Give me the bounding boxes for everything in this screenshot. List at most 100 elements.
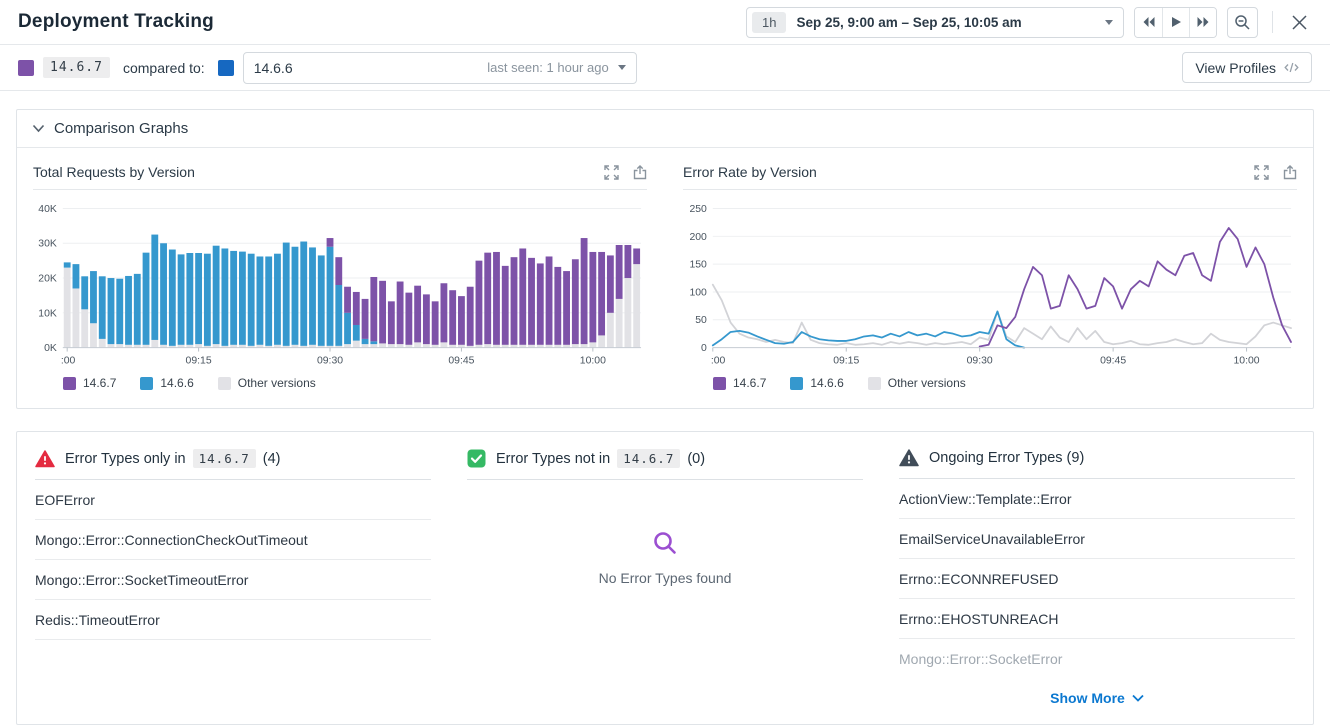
empty-state: No Error Types found <box>467 480 863 586</box>
svg-text:40K: 40K <box>38 204 57 215</box>
legend-item[interactable]: 14.6.6 <box>140 376 193 390</box>
export-chart-button[interactable] <box>1283 165 1297 180</box>
svg-text:200: 200 <box>689 232 707 243</box>
error-type-list: EOFErrorMongo::Error::ConnectionCheckOut… <box>35 480 431 640</box>
version-b-color-swatch <box>218 60 234 76</box>
chart-title: Total Requests by Version <box>33 164 195 180</box>
zoom-out-button[interactable] <box>1227 7 1258 38</box>
topbar-controls: 1h Sep 25, 9:00 am – Sep 25, 10:05 am <box>746 7 1312 38</box>
skip-forward-button[interactable] <box>1189 8 1216 37</box>
svg-text:0: 0 <box>701 343 707 354</box>
compare-version-select[interactable]: 14.6.6 last seen: 1 hour ago <box>243 52 637 84</box>
legend-label: 14.6.6 <box>160 376 193 390</box>
error-type-item-muted: Mongo::Error::SocketError <box>899 639 1295 678</box>
time-duration-chip: 1h <box>752 12 786 33</box>
legend-item[interactable]: 14.6.7 <box>63 376 116 390</box>
error-type-item[interactable]: Mongo::Error::SocketTimeoutError <box>35 560 431 600</box>
empty-message: No Error Types found <box>599 570 732 586</box>
comparison-graphs-panel: Comparison Graphs Total Requests by Vers… <box>16 109 1314 409</box>
svg-text:30K: 30K <box>38 239 57 250</box>
version-badge: 14.6.7 <box>193 449 256 468</box>
version-a-color-swatch <box>18 60 34 76</box>
close-button[interactable] <box>1287 10 1312 35</box>
chart-title: Error Rate by Version <box>683 164 817 180</box>
code-profile-icon <box>1284 61 1299 74</box>
compare-version-value: 14.6.6 <box>254 60 293 76</box>
chevron-down-icon <box>32 124 45 133</box>
legend-swatch <box>713 377 726 390</box>
expand-icon <box>1254 165 1269 180</box>
compare-bar: 14.6.7 compared to: 14.6.6 last seen: 1 … <box>0 45 1330 91</box>
last-seen-label: last seen: 1 hour ago <box>487 60 608 75</box>
svg-text:20K: 20K <box>38 274 57 285</box>
close-icon <box>1291 14 1308 31</box>
top-bar: Deployment Tracking 1h Sep 25, 9:00 am –… <box>0 0 1330 45</box>
err-title: Ongoing Error Types (9) <box>929 450 1084 466</box>
compared-to-label: compared to: <box>123 60 205 76</box>
skip-back-button[interactable] <box>1135 8 1162 37</box>
svg-text:09:15: 09:15 <box>833 355 859 366</box>
svg-text:100: 100 <box>689 287 707 298</box>
svg-text:10:00: 10:00 <box>1234 355 1260 366</box>
legend-swatch <box>63 377 76 390</box>
view-profiles-label: View Profiles <box>1195 60 1276 76</box>
legend-label: 14.6.6 <box>810 376 843 390</box>
svg-text:250: 250 <box>689 204 707 215</box>
expand-chart-button[interactable] <box>1254 165 1269 180</box>
error-type-item[interactable]: Mongo::Error::ConnectionCheckOutTimeout <box>35 520 431 560</box>
svg-text:09:30: 09:30 <box>317 355 343 366</box>
error-type-item[interactable]: EOFError <box>35 480 431 520</box>
export-chart-button[interactable] <box>633 165 647 180</box>
legend-item[interactable]: 14.6.7 <box>713 376 766 390</box>
chart-legend: 14.6.7 14.6.6 Other versions <box>63 376 647 390</box>
svg-text:09:30: 09:30 <box>967 355 993 366</box>
legend-label: Other versions <box>238 376 316 390</box>
legend-item[interactable]: Other versions <box>868 376 966 390</box>
expand-icon <box>604 165 619 180</box>
svg-text:09:15: 09:15 <box>186 355 212 366</box>
error-type-item[interactable]: Errno::ECONNREFUSED <box>899 559 1295 599</box>
page-title: Deployment Tracking <box>18 11 214 33</box>
zoom-out-icon <box>1234 14 1251 31</box>
svg-text:09:45: 09:45 <box>1100 355 1126 366</box>
expand-chart-button[interactable] <box>604 165 619 180</box>
comparison-graphs-header[interactable]: Comparison Graphs <box>17 110 1313 148</box>
play-icon <box>1170 16 1182 28</box>
show-more-button[interactable]: Show More <box>1050 690 1144 706</box>
error-type-item[interactable]: EmailServiceUnavailableError <box>899 519 1295 559</box>
legend-swatch <box>790 377 803 390</box>
view-profiles-button[interactable]: View Profiles <box>1182 52 1312 83</box>
err-count: (4) <box>263 451 281 467</box>
legend-swatch <box>868 377 881 390</box>
legend-item[interactable]: 14.6.6 <box>790 376 843 390</box>
divider <box>1272 11 1273 33</box>
chevron-down-icon <box>618 65 626 70</box>
version-badge: 14.6.7 <box>617 449 680 468</box>
time-range-picker[interactable]: 1h Sep 25, 9:00 am – Sep 25, 10:05 am <box>746 7 1124 38</box>
svg-text:0K: 0K <box>44 343 57 354</box>
warning-triangle-dark-icon <box>899 449 919 467</box>
play-button[interactable] <box>1162 8 1189 37</box>
section-title: Comparison Graphs <box>54 120 188 137</box>
chart-legend: 14.6.7 14.6.6 Other versions <box>713 376 1297 390</box>
error-type-item[interactable]: Redis::TimeoutError <box>35 600 431 640</box>
legend-item[interactable]: Other versions <box>218 376 316 390</box>
search-icon <box>652 530 678 556</box>
export-icon <box>1283 165 1297 180</box>
error-rate-chart: 050100150200250:0009:1509:3009:4510:00 <box>683 198 1297 370</box>
svg-text::00: :00 <box>61 355 76 366</box>
version-a-badge: 14.6.7 <box>43 57 110 78</box>
error-type-item[interactable]: ActionView::Template::Error <box>899 479 1295 519</box>
skip-back-icon <box>1142 16 1156 28</box>
error-rate-chart-panel: Error Rate by Version 050100150200250:00… <box>683 160 1297 392</box>
error-type-list: ActionView::Template::ErrorEmailServiceU… <box>899 479 1295 639</box>
error-type-item[interactable]: Errno::EHOSTUNREACH <box>899 599 1295 639</box>
svg-text:50: 50 <box>695 315 707 326</box>
error-types-panel: Error Types only in 14.6.7 (4) EOFErrorM… <box>16 431 1314 725</box>
err-count: (0) <box>687 451 705 467</box>
legend-swatch <box>140 377 153 390</box>
error-types-only-in-column: Error Types only in 14.6.7 (4) EOFErrorM… <box>35 434 431 706</box>
error-types-not-in-column: Error Types not in 14.6.7 (0) No Error T… <box>467 434 863 706</box>
time-nav-group <box>1134 7 1217 38</box>
svg-text::00: :00 <box>711 355 726 366</box>
